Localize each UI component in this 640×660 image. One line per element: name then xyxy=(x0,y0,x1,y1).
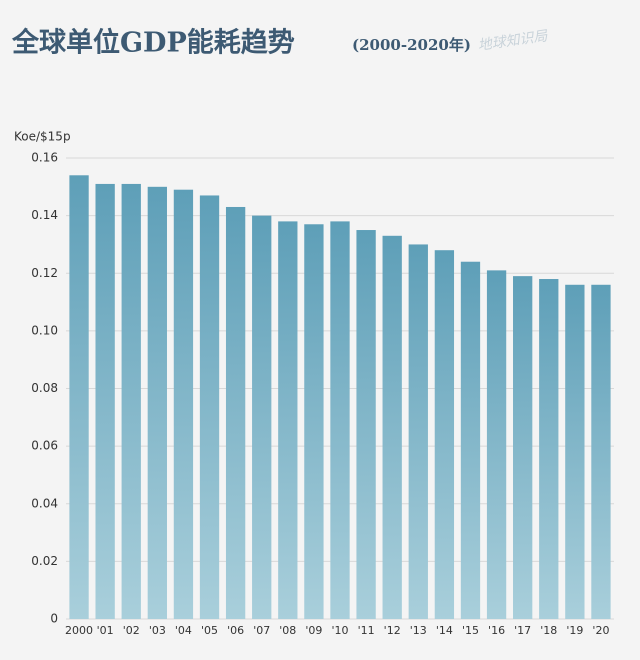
bar xyxy=(252,215,272,619)
x-tick-label: '18 xyxy=(540,624,557,637)
x-tick-label: '01 xyxy=(97,624,114,637)
x-tick-label: '06 xyxy=(227,624,244,637)
bar xyxy=(513,276,533,619)
bar xyxy=(382,235,402,619)
bar xyxy=(330,221,350,619)
bar xyxy=(539,279,559,619)
x-tick-label: '20 xyxy=(592,624,609,637)
x-tick-label: '14 xyxy=(436,624,453,637)
y-tick-label: 0.16 xyxy=(31,151,58,165)
y-tick-label: 0.12 xyxy=(31,266,58,280)
bar xyxy=(356,230,376,619)
bar xyxy=(434,250,455,619)
x-tick-label: '15 xyxy=(462,624,479,637)
chart-title: 全球单位GDP能耗趋势 xyxy=(11,27,295,59)
y-tick-label: 0.14 xyxy=(31,208,58,222)
watermark: 地球知识局 xyxy=(477,28,550,54)
x-tick-label: '02 xyxy=(123,624,140,637)
x-tick-label: '07 xyxy=(253,624,270,637)
y-tick-label: 0.06 xyxy=(31,439,58,453)
bar xyxy=(69,175,89,619)
x-tick-label: '10 xyxy=(331,624,348,637)
bar xyxy=(121,183,141,619)
x-tick-label: 2000 xyxy=(65,624,93,637)
x-tick-label: '17 xyxy=(514,624,531,637)
bar xyxy=(147,186,167,619)
y-tick-label: 0.10 xyxy=(31,323,58,337)
chart-subtitle: (2000-2020年) xyxy=(352,36,471,54)
bar xyxy=(591,284,611,619)
y-tick-label: 0.08 xyxy=(31,381,58,395)
x-tick-label: '11 xyxy=(358,624,375,637)
x-tick-label: '09 xyxy=(305,624,322,637)
bar xyxy=(199,195,220,620)
y-axis-label: Koe/$15p xyxy=(14,130,71,144)
x-tick-label: '12 xyxy=(384,624,401,637)
y-tick-label: 0.04 xyxy=(31,496,58,510)
x-tick-label: '05 xyxy=(201,624,218,637)
bar xyxy=(460,261,481,619)
y-tick-label: 0 xyxy=(50,612,58,626)
y-tick-label: 0.02 xyxy=(31,554,58,568)
bar xyxy=(304,224,324,620)
x-tick-label: '16 xyxy=(488,624,505,637)
bar xyxy=(225,206,246,619)
x-tick-label: '04 xyxy=(175,624,192,637)
x-tick-label: '03 xyxy=(149,624,166,637)
bar xyxy=(278,221,298,619)
x-tick-label: '08 xyxy=(279,624,296,637)
x-tick-label: '13 xyxy=(410,624,427,637)
bar xyxy=(486,270,507,619)
bar xyxy=(565,284,585,619)
bar xyxy=(408,244,428,619)
bar xyxy=(95,183,115,619)
x-tick-label: '19 xyxy=(566,624,583,637)
bar xyxy=(173,189,194,619)
